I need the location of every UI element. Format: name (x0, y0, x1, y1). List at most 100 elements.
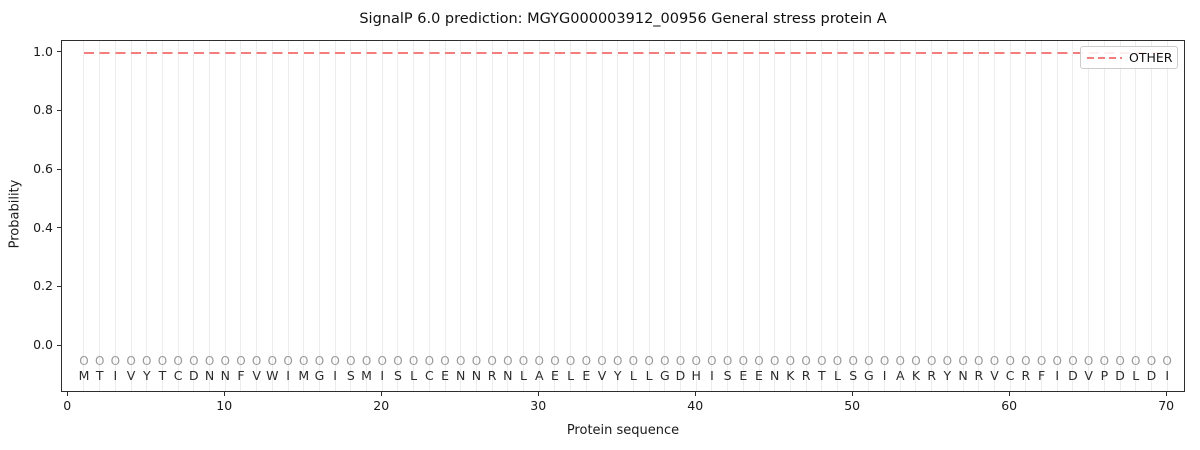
position-marker-O: O (1021, 354, 1031, 369)
other-probability-line (83, 51, 1168, 54)
position-marker-O: O (722, 354, 733, 369)
gridline (993, 41, 995, 391)
position-marker-O: O (503, 354, 513, 369)
sequence-letter: V (597, 367, 607, 383)
x-axis-label: Protein sequence (566, 423, 680, 438)
gridline (1041, 41, 1043, 391)
position-marker-O: O (660, 354, 670, 369)
gridline (366, 41, 368, 391)
sequence-letter: E (755, 367, 763, 383)
x-tick-label: 0 (63, 398, 72, 413)
sequence-letter: E (550, 367, 559, 383)
gridline (491, 41, 493, 391)
gridline (915, 41, 917, 391)
x-tick-mark (1165, 392, 1167, 396)
gridline (601, 41, 603, 391)
sequence-letter: V (1084, 367, 1093, 383)
sequence-letter: A (896, 367, 905, 383)
sequence-letter: Y (142, 367, 151, 383)
x-tick-label: 70 (1158, 398, 1175, 413)
position-marker-O: O (785, 354, 796, 369)
gridline (789, 41, 791, 391)
sequence-letter: H (691, 367, 701, 383)
position-marker-O: O (204, 354, 215, 369)
position-marker-O: O (817, 354, 827, 369)
sequence-letter: Y (613, 367, 622, 383)
y-tick-mark (57, 109, 61, 111)
gridline (852, 41, 854, 391)
gridline (821, 41, 823, 391)
y-tick-label: 0.6 (33, 161, 53, 177)
position-marker-O: O (330, 354, 340, 369)
x-tick-mark (694, 392, 696, 396)
gridline (617, 41, 619, 391)
position-marker-O: O (142, 354, 152, 369)
position-marker-O: O (550, 354, 560, 369)
gridline (1088, 41, 1090, 391)
gridline (287, 41, 289, 391)
position-marker-O: O (1131, 354, 1141, 369)
gridline (193, 41, 195, 391)
sequence-letter: Y (943, 367, 952, 383)
gridline (1119, 41, 1121, 391)
sequence-letter: I (113, 367, 118, 383)
x-tick-mark (223, 392, 225, 396)
gridline (460, 41, 462, 391)
gridline (1135, 41, 1137, 391)
sequence-letter: T (817, 367, 826, 383)
sequence-letter: D (1068, 367, 1078, 383)
sequence-letter: I (710, 367, 714, 383)
position-marker-O: O (1115, 354, 1125, 369)
position-marker-O: O (456, 354, 466, 369)
legend-other-label: OTHER (1129, 49, 1173, 65)
position-marker-O: O (94, 354, 105, 369)
gridline (978, 41, 980, 391)
sequence-letter: A (534, 367, 544, 383)
position-marker-O: O (283, 354, 293, 369)
gridline (931, 41, 933, 391)
gridline (554, 41, 556, 391)
gridline (1072, 41, 1074, 391)
position-marker-O: O (1162, 354, 1172, 369)
legend-other-dash-sample (1087, 56, 1122, 59)
gridline (209, 41, 211, 391)
position-marker-O: O (707, 354, 717, 369)
y-tick-mark (57, 168, 61, 170)
x-tick-label: 50 (844, 398, 861, 413)
gridline (334, 41, 336, 391)
position-marker-O: O (974, 354, 984, 369)
position-marker-O: O (440, 354, 450, 369)
gridline (695, 41, 697, 391)
position-marker-O: O (675, 354, 686, 369)
position-marker-O: O (377, 354, 387, 369)
gridline (585, 41, 587, 391)
position-marker-O: O (251, 354, 262, 369)
sequence-letter: V (990, 367, 999, 383)
x-tick-label: 10 (216, 398, 233, 413)
sequence-letter: S (393, 367, 402, 383)
gridline (413, 41, 415, 391)
gridline (664, 41, 666, 391)
position-marker-O: O (738, 354, 749, 369)
sequence-letter: N (456, 367, 466, 383)
y-tick-label: 1.0 (33, 43, 53, 59)
gridline (538, 41, 540, 391)
gridline (303, 41, 305, 391)
sequence-letter: I (882, 367, 887, 383)
position-marker-O: O (79, 354, 89, 369)
sequence-letter: S (723, 367, 732, 383)
gridline (240, 41, 242, 391)
gridline (507, 41, 509, 391)
y-tick-label: 0.8 (33, 102, 53, 118)
sequence-letter: L (834, 367, 841, 383)
y-tick-label: 0.4 (33, 219, 53, 235)
gridline (868, 41, 870, 391)
gridline (680, 41, 681, 391)
gridline (742, 41, 744, 391)
sequence-letter: S (849, 367, 858, 383)
sequence-letter: R (927, 367, 937, 383)
position-marker-O: O (361, 354, 372, 369)
gridline (397, 41, 399, 391)
position-marker-O: O (518, 354, 529, 369)
sequence-letter: K (911, 367, 921, 383)
